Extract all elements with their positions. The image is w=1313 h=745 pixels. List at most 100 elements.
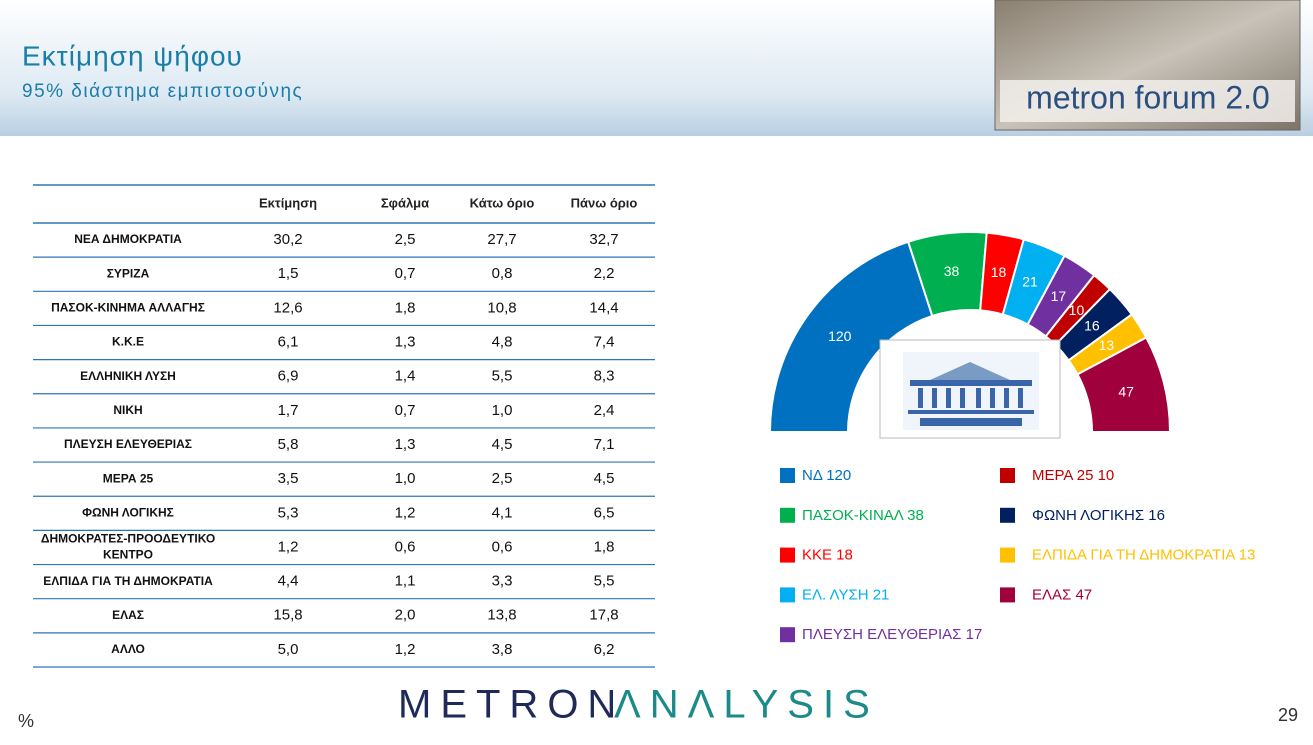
cell: 5,5 [594, 573, 615, 590]
cell: 5,5 [492, 368, 513, 385]
value-label: 120 [828, 328, 852, 344]
cell: 4,5 [492, 436, 513, 453]
cell: 2,4 [594, 402, 615, 419]
cell: 4,1 [492, 504, 513, 521]
cell: 10,8 [487, 299, 516, 316]
subtitle: 95% διάστημα εμπιστοσύνης [22, 81, 303, 102]
row-label: ΕΛΛΗΝΙΚΗ ΛΥΣΗ [80, 369, 176, 383]
legend-swatch [1000, 587, 1015, 603]
row-label: ΠΑΣΟΚ-ΚΙΝΗΜΑ ΑΛΛΑΓΗΣ [51, 301, 205, 315]
legend-label: ΝΔ 120 [802, 467, 851, 484]
cell: 0,6 [395, 538, 416, 555]
cell: 30,2 [273, 231, 302, 248]
legend-label: ΚΚΕ 18 [802, 547, 853, 564]
row-label: ΕΛΑΣ [112, 608, 144, 622]
row-label: ΦΩΝΗ ΛΟΓΙΚΗΣ [82, 505, 174, 519]
value-label: 38 [944, 263, 960, 279]
row-label: ΑΛΛΟ [111, 642, 145, 656]
legend-label: ΕΛ. ΛΥΣΗ 21 [802, 586, 889, 603]
value-label: 17 [1051, 288, 1067, 304]
legend-label: ΕΛΠΙΔΑ ΓΙΑ ΤΗ ΔΗΜΟΚΡΑΤΙΑ 13 [1032, 547, 1255, 564]
cell: 7,4 [594, 334, 615, 351]
cell: 7,1 [594, 436, 615, 453]
page-number: 29 [1278, 705, 1298, 725]
cell: 2,2 [594, 265, 615, 282]
cell: 32,7 [589, 231, 618, 248]
value-label: 47 [1118, 383, 1134, 399]
cell: 3,5 [278, 470, 299, 487]
row-label: ΜΕΡΑ 25 [103, 471, 154, 485]
cell: 1,4 [395, 368, 416, 385]
column-header: Πάνω όριο [571, 195, 638, 210]
legend-swatch [780, 507, 795, 523]
cell: 5,8 [278, 436, 299, 453]
cell: 1,2 [278, 538, 299, 555]
cell: 17,8 [589, 607, 618, 624]
cell: 4,5 [594, 470, 615, 487]
legend-swatch [780, 627, 795, 643]
cell: 6,5 [594, 504, 615, 521]
cell: 6,9 [278, 368, 299, 385]
cell: 12,6 [273, 299, 302, 316]
row-label: ΔΗΜΟΚΡΑΤΕΣ-ΠΡΟΟΔΕΥΤΙΚΟ ΚΕΝΤΡΟ [41, 532, 215, 562]
cell: 14,4 [589, 299, 618, 316]
logo-strip [1000, 80, 1295, 122]
legend-swatch [780, 587, 795, 603]
legend-swatch [780, 468, 795, 483]
row-label: ΝΕΑ ΔΗΜΟΚΡΑΤΙΑ [74, 232, 182, 246]
cell: 1,0 [492, 402, 513, 419]
table: Εκτίμηση Σφάλμα Κάτω όριο Πάνω όριο ΝΕΑ ΔΗΜΟ… [33, 184, 655, 668]
cell: 6,1 [278, 334, 299, 351]
seat-segment [1076, 336, 1172, 433]
cell: 1,5 [278, 265, 299, 282]
brand-left: METRON [398, 683, 625, 727]
cell: 27,7 [487, 231, 516, 248]
column-header: Εκτίμηση [259, 195, 317, 210]
cell: 0,7 [395, 402, 416, 419]
cell: 1,2 [395, 504, 416, 521]
cell: 0,6 [492, 538, 513, 555]
brand-right: ΛNΛLYSIS [614, 683, 879, 727]
legend-label: ΜΕΡΑ 25 10 [1032, 467, 1114, 484]
cell: 2,5 [492, 470, 513, 487]
cell: 1,3 [395, 334, 416, 351]
cell: 1,0 [395, 470, 416, 487]
value-label: 16 [1084, 318, 1100, 334]
cell: 3,8 [492, 641, 513, 658]
legend-label: ΕΛΑΣ 47 [1032, 586, 1092, 603]
title: Εκτίμηση ψήφου [22, 40, 243, 71]
value-label: 18 [991, 264, 1007, 280]
cell: 13,8 [487, 607, 516, 624]
cell: 5,0 [278, 641, 299, 658]
value-label: 10 [1069, 302, 1085, 318]
cell: 3,3 [492, 573, 513, 590]
row-label: ΕΛΠΙΔΑ ΓΙΑ ΤΗ ΔΗΜΟΚΡΑΤΙΑ [43, 574, 213, 588]
legend-label: ΦΩΝΗ ΛΟΓΙΚΗΣ 16 [1032, 507, 1165, 524]
legend-label: ΠΑΣΟΚ-ΚΙΝΑΛ 38 [802, 507, 924, 524]
cell: 15,8 [273, 607, 302, 624]
cell: 1,1 [395, 573, 416, 590]
seat-segment [768, 240, 934, 433]
cell: 1,8 [594, 538, 615, 555]
legend-swatch [1000, 468, 1015, 483]
cell: 1,2 [395, 641, 416, 658]
column-header: Σφάλμα [381, 195, 429, 210]
cell: 5,3 [278, 504, 299, 521]
cell: 1,3 [395, 436, 416, 453]
row-label: Κ.Κ.Ε [112, 335, 144, 349]
cell: 2,0 [395, 607, 416, 624]
cell: 0,8 [492, 265, 513, 282]
cell: 2,5 [395, 231, 416, 248]
column-header: Κάτω όριο [470, 195, 535, 210]
cell: 1,7 [278, 402, 299, 419]
corner-mark: % [18, 711, 34, 731]
cell: 6,2 [594, 641, 615, 658]
legend-swatch [1000, 507, 1015, 523]
value-label: 13 [1099, 337, 1115, 353]
row-label: ΠΛΕΥΣΗ ΕΛΕΥΘΕΡΙΑΣ [64, 437, 192, 451]
cell: 0,7 [395, 265, 416, 282]
cell: 8,3 [594, 368, 615, 385]
legend-swatch [780, 547, 795, 563]
